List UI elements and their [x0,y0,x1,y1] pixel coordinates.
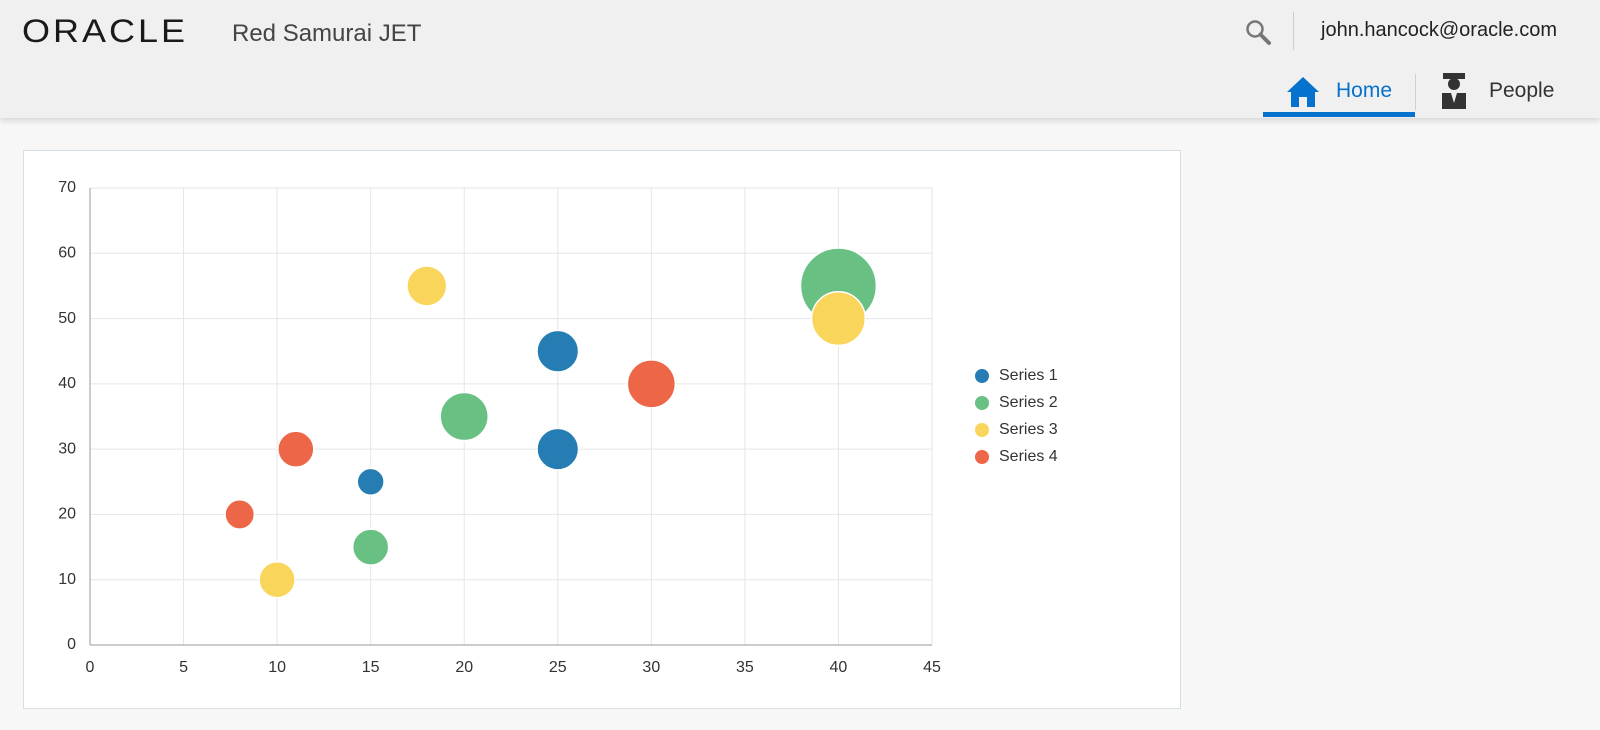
x-tick-label: 40 [830,659,848,676]
bubble [439,391,489,442]
legend-label: Series 4 [999,448,1058,465]
y-tick-label: 50 [58,310,76,327]
bubble [356,467,385,496]
bubble [351,528,390,566]
bubble [224,498,256,530]
y-tick-label: 40 [58,375,76,392]
x-tick-label: 15 [362,659,380,676]
legend-swatch [975,450,989,464]
nav-tab[interactable]: Home [1263,77,1415,118]
user-menu[interactable]: john.hancock@oracle.com [1321,19,1557,41]
nav-label: People [1489,79,1555,102]
legend-swatch [975,396,989,410]
legend-swatch [975,423,989,437]
x-tick-label: 35 [736,659,754,676]
nav-label: Home [1336,79,1393,102]
x-tick-label: 0 [86,659,95,676]
legend-swatch [975,369,989,383]
bubble [258,560,296,599]
y-tick-label: 30 [58,440,76,457]
x-tick-label: 45 [923,659,941,676]
app-name: Red Samurai JET [232,20,422,47]
y-tick-label: 10 [58,571,76,588]
bubble [536,427,580,471]
search-icon[interactable] [1244,18,1274,48]
y-tick-label: 20 [58,506,76,523]
separator [1293,12,1294,50]
home-icon [1287,77,1319,107]
bubble [406,265,448,307]
logo[interactable]: ORACLE [22,12,189,50]
x-tick-label: 25 [549,659,567,676]
legend-label: Series 3 [999,421,1058,438]
header: ORACLE Red Samurai JET john.hancock@orac… [0,0,1600,118]
bubble [277,430,315,468]
legend-label: Series 2 [999,394,1058,411]
y-tick-label: 70 [58,179,76,196]
x-tick-label: 30 [642,659,660,676]
separator [1415,74,1416,110]
bubble [626,359,677,409]
active-indicator [1263,112,1415,117]
x-tick-label: 5 [179,659,188,676]
legend-label: Series 1 [999,367,1058,384]
x-tick-label: 10 [268,659,286,676]
y-tick-label: 0 [67,636,76,653]
nav-tab[interactable]: People [1440,73,1590,118]
people-icon [1442,73,1466,109]
bubble [536,329,580,373]
x-tick-label: 20 [455,659,473,676]
bubble [810,290,867,347]
y-tick-label: 60 [58,245,76,262]
